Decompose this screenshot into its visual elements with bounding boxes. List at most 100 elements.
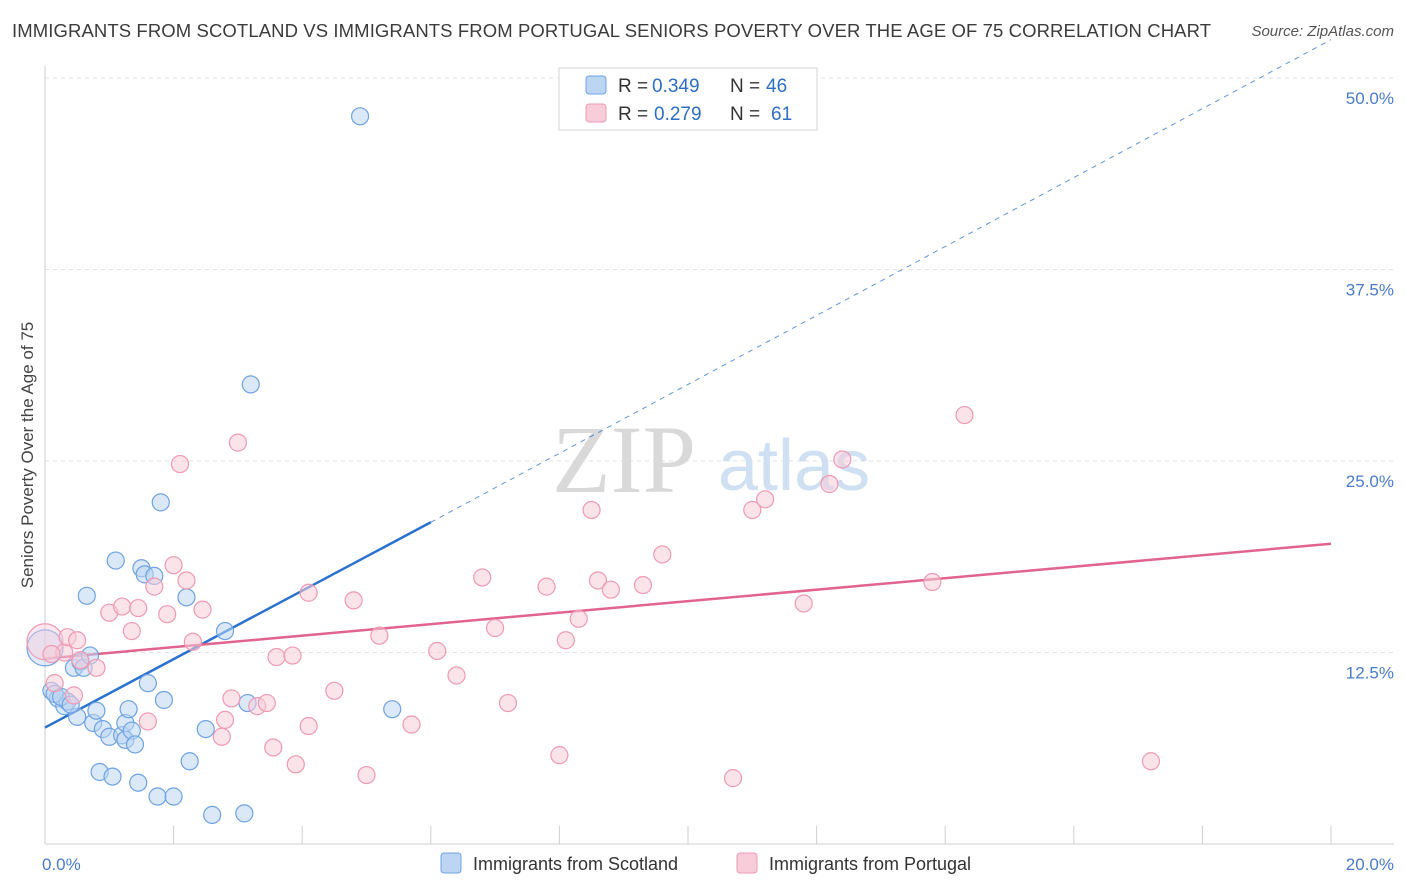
point-portugal-58 xyxy=(1141,752,1161,771)
point-portugal-6 xyxy=(87,658,106,677)
y-tick-labels: 12.5% 25.0% 37.5% 50.0% xyxy=(1346,89,1394,683)
point-scotland-41 xyxy=(350,107,370,126)
trend-lines xyxy=(44,39,1332,729)
point-scotland-30 xyxy=(151,493,170,512)
point-portugal-36 xyxy=(428,641,447,661)
point-scotland-29 xyxy=(148,787,167,806)
point-scotland-31 xyxy=(154,690,174,710)
point-portugal-20 xyxy=(215,710,235,730)
point-scotland-32 xyxy=(164,787,183,806)
point-portugal-29 xyxy=(299,716,318,736)
trend-line-scotland xyxy=(44,521,432,729)
y-tick-label-2: 37.5% xyxy=(1346,281,1394,300)
gridlines xyxy=(45,77,1394,653)
point-portugal-37 xyxy=(447,666,466,685)
point-portugal-4 xyxy=(64,686,84,705)
legend-swatch-scotland xyxy=(585,75,607,95)
point-portugal-60 xyxy=(71,651,90,670)
point-scotland-35 xyxy=(196,719,215,739)
point-scotland-37 xyxy=(215,621,235,641)
point-portugal-40 xyxy=(498,693,518,713)
bottom-legend: Immigrants from Scotland Immigrants from… xyxy=(440,852,971,874)
legend-swatch-portugal xyxy=(585,103,607,123)
point-scotland-42 xyxy=(383,700,402,719)
point-portugal-39 xyxy=(486,618,505,638)
point-portugal-56 xyxy=(923,572,942,592)
point-scotland-34 xyxy=(180,752,199,771)
watermark: ZIP atlas xyxy=(552,406,870,513)
point-scotland-21 xyxy=(119,700,138,719)
legend: R = 0.349 N = 46 R = 0.279 N = 61 xyxy=(558,67,818,131)
point-portugal-42 xyxy=(550,746,569,765)
bottom-legend-label-portugal: Immigrants from Portugal xyxy=(769,854,971,874)
legend-r-label-portugal: R = xyxy=(618,104,648,125)
point-scotland-9 xyxy=(77,586,96,605)
point-portugal-25 xyxy=(264,738,283,757)
point-portugal-5 xyxy=(68,631,87,650)
point-portugal-50 xyxy=(723,769,743,788)
point-portugal-19 xyxy=(212,727,231,746)
point-portugal-55 xyxy=(833,450,852,469)
point-scotland-24 xyxy=(129,773,148,792)
point-portugal-22 xyxy=(228,433,247,452)
point-portugal-33 xyxy=(357,765,376,785)
point-portugal-45 xyxy=(582,500,601,520)
point-portugal-38 xyxy=(473,568,492,587)
legend-r-value-portugal: 0.279 xyxy=(654,104,702,125)
point-scotland-33 xyxy=(177,588,196,607)
point-portugal-49 xyxy=(653,545,672,564)
point-portugal-9 xyxy=(122,621,141,641)
watermark-zip: ZIP xyxy=(552,406,696,513)
point-portugal-30 xyxy=(299,583,318,602)
point-scotland-36 xyxy=(203,805,222,824)
trend-line-portugal xyxy=(44,542,1332,660)
point-portugal-14 xyxy=(164,556,183,575)
point-portugal-59 xyxy=(42,644,61,664)
point-portugal-54 xyxy=(820,474,839,494)
point-portugal-8 xyxy=(113,597,132,616)
y-tick-label-1: 25.0% xyxy=(1346,472,1394,491)
point-portugal-12 xyxy=(145,577,164,596)
y-tick-label-3: 50.0% xyxy=(1346,89,1394,108)
legend-n-label-portugal: N = xyxy=(730,104,760,125)
source-label: Source: ZipAtlas.com xyxy=(1251,23,1394,40)
point-portugal-11 xyxy=(138,712,157,731)
point-portugal-44 xyxy=(569,609,588,628)
point-scotland-17 xyxy=(106,551,125,570)
point-portugal-26 xyxy=(267,647,286,667)
point-portugal-52 xyxy=(756,490,775,509)
point-portugal-43 xyxy=(556,631,575,650)
point-portugal-31 xyxy=(325,681,344,700)
legend-r-label-scotland: R = xyxy=(618,76,648,97)
point-portugal-16 xyxy=(177,571,196,590)
point-portugal-28 xyxy=(286,755,305,774)
point-portugal-27 xyxy=(283,646,302,665)
point-portugal-53 xyxy=(794,594,813,613)
point-portugal-46 xyxy=(588,571,608,590)
point-portugal-35 xyxy=(402,715,421,734)
point-portugal-34 xyxy=(370,626,389,645)
bottom-legend-swatch-scotland xyxy=(440,852,462,874)
x-tick-labels: 0.0% 20.0% xyxy=(42,855,1394,874)
x-tick-label-0: 0.0% xyxy=(42,855,81,874)
bottom-legend-label-scotland: Immigrants from Scotland xyxy=(473,854,678,874)
point-portugal-10 xyxy=(129,598,148,618)
legend-r-value-scotland: 0.349 xyxy=(652,76,700,97)
data-points xyxy=(26,107,1161,824)
point-portugal-1 xyxy=(45,674,64,693)
axes xyxy=(44,66,1394,845)
x-tick-label-1: 20.0% xyxy=(1346,855,1394,874)
point-portugal-32 xyxy=(344,591,363,610)
point-scotland-38 xyxy=(235,804,254,823)
legend-n-label-scotland: N = xyxy=(730,76,760,97)
chart-title: IMMIGRANTS FROM SCOTLAND VS IMMIGRANTS F… xyxy=(12,20,1212,41)
point-portugal-18 xyxy=(193,600,212,619)
point-scotland-23 xyxy=(125,735,145,754)
point-portugal-48 xyxy=(633,575,653,595)
point-portugal-51 xyxy=(743,500,762,520)
point-portugal-21 xyxy=(222,689,241,708)
point-portugal-24 xyxy=(257,693,276,713)
point-portugal-57 xyxy=(955,405,974,425)
point-portugal-15 xyxy=(170,454,190,474)
